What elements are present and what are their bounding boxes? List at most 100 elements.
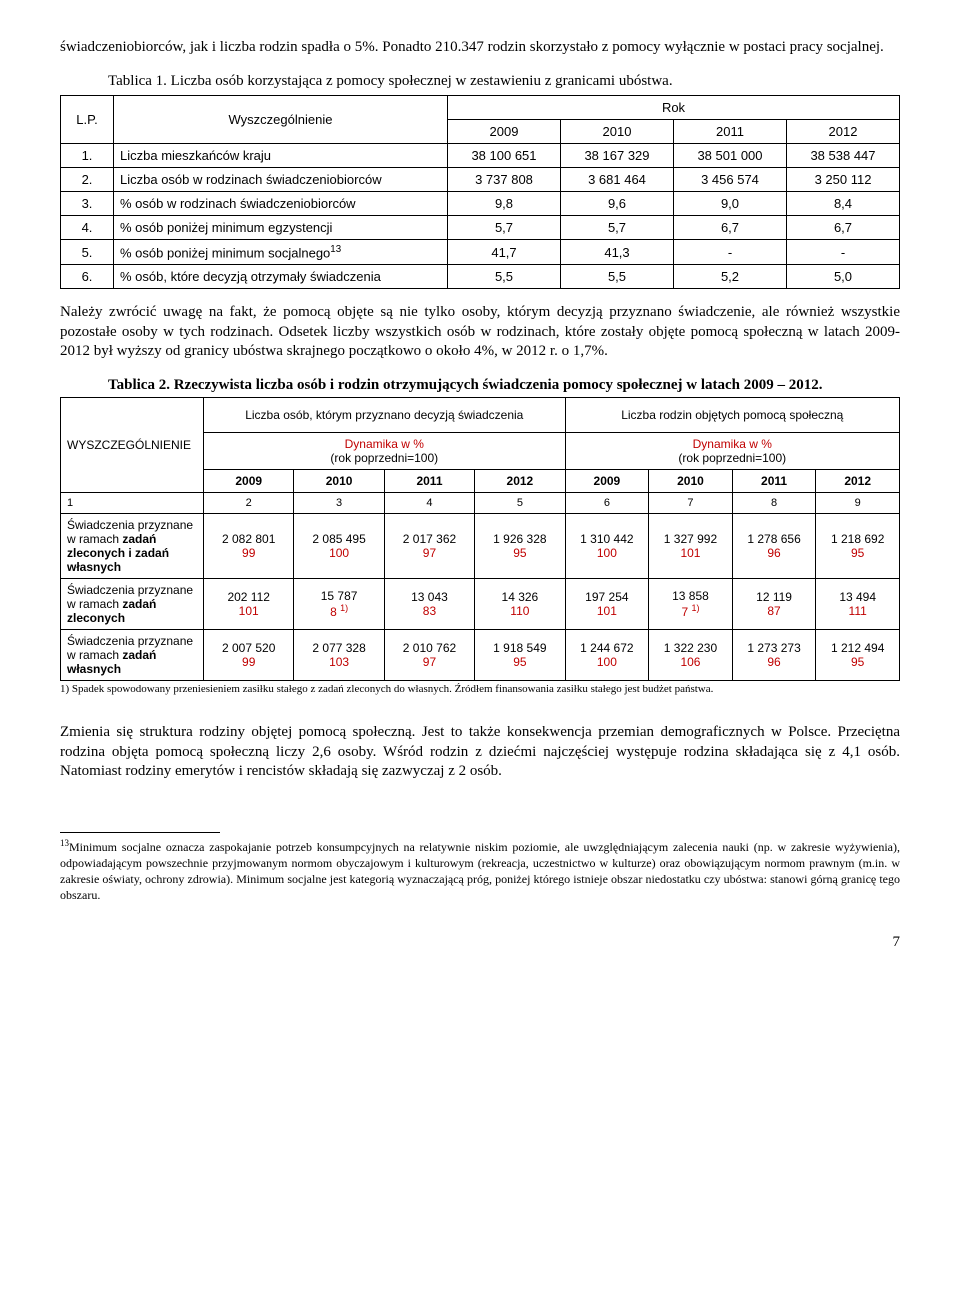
- t1-cell: 3 250 112: [787, 168, 900, 192]
- t2-cell: 13 04383: [384, 579, 474, 630]
- t2-cell: 1 218 69295: [816, 514, 900, 579]
- intro-paragraph: świadczeniobiorców, jak i liczba rodzin …: [60, 38, 900, 58]
- t2-cell: 1 212 49495: [816, 630, 900, 681]
- t2-cell: 1 278 65696: [732, 514, 816, 579]
- t1-year: 2012: [787, 120, 900, 144]
- t1-cell: 38 167 329: [561, 144, 674, 168]
- t1-cell: -: [674, 240, 787, 265]
- t2-colnum: 7: [649, 493, 733, 514]
- t2-dyn2: Dynamika w %(rok poprzedni=100): [565, 433, 899, 470]
- t1-cell: 5,7: [561, 216, 674, 240]
- t1-cell: 3 456 574: [674, 168, 787, 192]
- t1-year: 2010: [561, 120, 674, 144]
- t2-grp2: Liczba rodzin objętych pomocą społeczną: [565, 398, 899, 433]
- t1-cell: 9,8: [448, 192, 561, 216]
- t2-cell: 2 077 328103: [294, 630, 384, 681]
- t1-cell: -: [787, 240, 900, 265]
- t2-cell: 14 326110: [475, 579, 565, 630]
- t2-year: 2009: [204, 470, 294, 493]
- t2-colnum: 8: [732, 493, 816, 514]
- t2-cell: 2 007 52099: [204, 630, 294, 681]
- table2-caption: Tablica 2. Rzeczywista liczba osób i rod…: [60, 376, 900, 396]
- t1-year: 2009: [448, 120, 561, 144]
- t1-cell: 9,6: [561, 192, 674, 216]
- t2-cell: 2 010 76297: [384, 630, 474, 681]
- t1-row-num: 3.: [61, 192, 114, 216]
- t2-cell: 15 7878 1): [294, 579, 384, 630]
- footnote-rule: [60, 832, 220, 833]
- t1-cell: 5,2: [674, 265, 787, 289]
- t1-cell: 3 681 464: [561, 168, 674, 192]
- t2-row-label: Świadczenia przyznane w ramach zadań wła…: [61, 630, 204, 681]
- t1-row-num: 1.: [61, 144, 114, 168]
- t2-row-label: Świadczenia przyznane w ramach zadań zle…: [61, 579, 204, 630]
- t1-cell: 5,5: [448, 265, 561, 289]
- t1-cell: 38 501 000: [674, 144, 787, 168]
- t2-grp1: Liczba osób, którym przyznano decyzją św…: [204, 398, 566, 433]
- t2-year: 2011: [732, 470, 816, 493]
- t2-year: 2012: [816, 470, 900, 493]
- t2-colnum: 5: [475, 493, 565, 514]
- t2-row-label: Świadczenia przyznane w ramach zadań zle…: [61, 514, 204, 579]
- t2-year: 2011: [384, 470, 474, 493]
- t1-cell: 5,0: [787, 265, 900, 289]
- t1-cell: 3 737 808: [448, 168, 561, 192]
- t1-row-label: Liczba mieszkańców kraju: [114, 144, 448, 168]
- after-paragraph: Zmienia się struktura rodziny objętej po…: [60, 723, 900, 782]
- t2-year: 2012: [475, 470, 565, 493]
- table2-footnote: 1) Spadek spowodowany przeniesieniem zas…: [60, 683, 900, 695]
- t2-cell: 1 273 27396: [732, 630, 816, 681]
- t2-cell: 1 322 230106: [649, 630, 733, 681]
- t1-row-label: % osób poniżej minimum socjalnego13: [114, 240, 448, 265]
- table2: WYSZCZEGÓLNIENIE Liczba osób, którym prz…: [60, 397, 900, 681]
- t1-row-label: % osób w rodzinach świadczeniobiorców: [114, 192, 448, 216]
- t2-cell: 197 254101: [565, 579, 649, 630]
- middle-paragraph: Należy zwrócić uwagę na fakt, że pomocą …: [60, 303, 900, 362]
- t1-wysz-header: Wyszczególnienie: [114, 96, 448, 144]
- t1-cell: 6,7: [674, 216, 787, 240]
- t2-dyn1: Dynamika w %(rok poprzedni=100): [204, 433, 566, 470]
- t2-cell: 1 918 54995: [475, 630, 565, 681]
- t1-year: 2011: [674, 120, 787, 144]
- t1-cell: 5,5: [561, 265, 674, 289]
- t1-cell: 38 538 447: [787, 144, 900, 168]
- t2-cell: 2 085 495100: [294, 514, 384, 579]
- t1-row-num: 6.: [61, 265, 114, 289]
- t1-row-num: 2.: [61, 168, 114, 192]
- t1-cell: 6,7: [787, 216, 900, 240]
- t2-year: 2009: [565, 470, 649, 493]
- page-number: 7: [60, 934, 900, 951]
- t2-wysz: WYSZCZEGÓLNIENIE: [61, 398, 204, 493]
- t1-cell: 41,3: [561, 240, 674, 265]
- t2-cell: 1 926 32895: [475, 514, 565, 579]
- t1-cell: 5,7: [448, 216, 561, 240]
- t2-colnum: 6: [565, 493, 649, 514]
- table1: L.P. Wyszczególnienie Rok 20092010201120…: [60, 95, 900, 289]
- t2-cell: 12 11987: [732, 579, 816, 630]
- t1-rok-header: Rok: [448, 96, 900, 120]
- t2-cell: 202 112101: [204, 579, 294, 630]
- t1-cell: 9,0: [674, 192, 787, 216]
- t2-colnum: 3: [294, 493, 384, 514]
- t2-colnum: 4: [384, 493, 474, 514]
- t2-colnum: 2: [204, 493, 294, 514]
- table1-caption: Tablica 1. Liczba osób korzystająca z po…: [60, 72, 900, 92]
- t2-cell: 13 8587 1): [649, 579, 733, 630]
- t2-year: 2010: [294, 470, 384, 493]
- t2-cell: 2 082 80199: [204, 514, 294, 579]
- t1-cell: 38 100 651: [448, 144, 561, 168]
- t1-row-num: 4.: [61, 216, 114, 240]
- t1-row-label: % osób poniżej minimum egzystencji: [114, 216, 448, 240]
- t1-row-label: Liczba osób w rodzinach świadczeniobiorc…: [114, 168, 448, 192]
- t2-cell: 1 310 442100: [565, 514, 649, 579]
- t1-lp-header: L.P.: [61, 96, 114, 144]
- t2-cell: 1 244 672100: [565, 630, 649, 681]
- t2-colnum: 9: [816, 493, 900, 514]
- t2-year: 2010: [649, 470, 733, 493]
- t1-row-num: 5.: [61, 240, 114, 265]
- t2-colnum: 1: [61, 493, 204, 514]
- t2-cell: 2 017 36297: [384, 514, 474, 579]
- t1-cell: 41,7: [448, 240, 561, 265]
- t2-cell: 1 327 992101: [649, 514, 733, 579]
- t1-row-label: % osób, które decyzją otrzymały świadcze…: [114, 265, 448, 289]
